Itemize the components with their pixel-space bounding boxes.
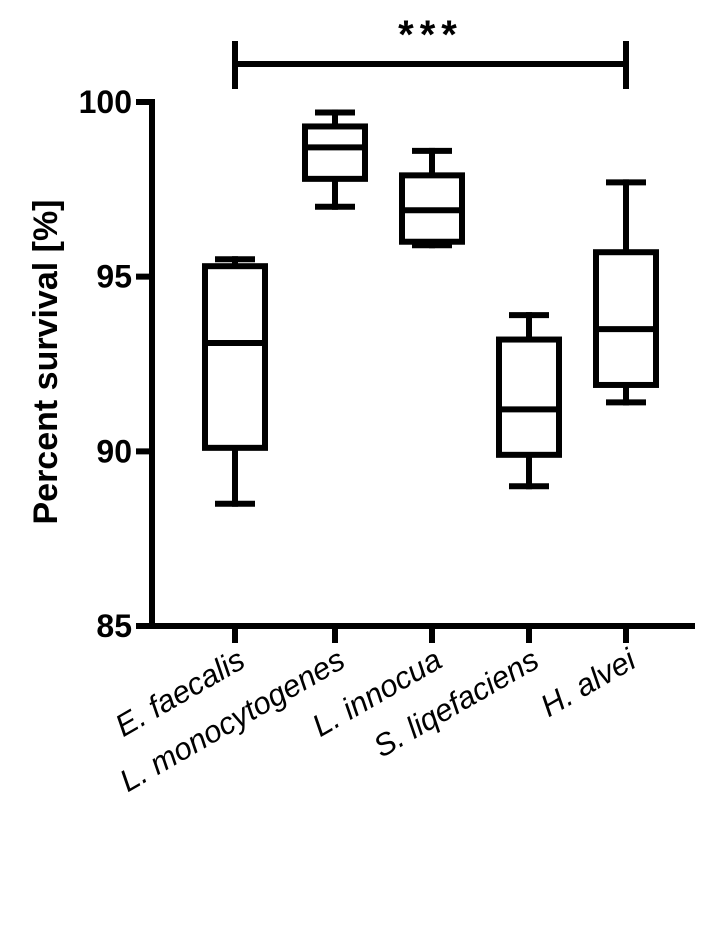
y-ticks: 85 90 95 100	[79, 84, 155, 644]
axes	[149, 99, 695, 629]
iqr-box	[593, 249, 659, 388]
y-tick-label: 95	[96, 259, 132, 295]
significance-label: ***	[398, 13, 463, 57]
box-2	[302, 109, 368, 210]
box-4	[496, 312, 562, 490]
y-tick-label: 85	[96, 608, 132, 644]
box-3	[399, 147, 465, 249]
significance-bracket: ***	[232, 13, 629, 89]
y-tick-label: 100	[79, 84, 132, 120]
box-5	[593, 179, 659, 406]
iqr-box	[202, 263, 268, 451]
box-1	[202, 256, 268, 507]
x-tick-label: H. alvei	[534, 641, 642, 724]
boxes	[202, 109, 659, 507]
iqr-box	[302, 123, 368, 182]
y-tick-label: 90	[96, 433, 132, 469]
iqr-box	[496, 336, 562, 458]
y-axis-label: Percent survival [%]	[27, 199, 65, 524]
